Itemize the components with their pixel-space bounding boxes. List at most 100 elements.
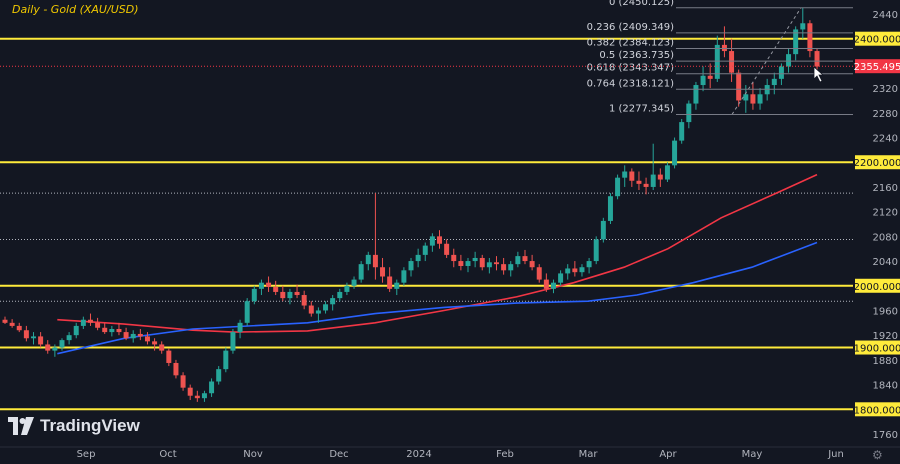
fibonacci-level-label: 1 (2277.345) bbox=[609, 103, 674, 114]
candle-body bbox=[38, 336, 44, 345]
fibonacci-level-label: 0.236 (2409.349) bbox=[587, 22, 674, 33]
candle-body bbox=[351, 279, 357, 286]
candle-body bbox=[451, 254, 457, 262]
candle-body bbox=[66, 335, 72, 341]
candle-body bbox=[365, 254, 371, 265]
candle-body bbox=[693, 85, 699, 104]
candle-body bbox=[244, 301, 250, 323]
candle-body bbox=[707, 75, 713, 79]
gear-icon[interactable]: ⚙ bbox=[872, 448, 883, 462]
price-tick-label: 1840 bbox=[873, 381, 898, 392]
fibonacci-level-label: 0.5 (2363.735) bbox=[599, 50, 674, 61]
candle-body bbox=[565, 268, 571, 274]
tradingview-logo[interactable]: TradingView bbox=[8, 416, 140, 436]
moving-average-line bbox=[57, 241, 818, 355]
candle-body bbox=[729, 51, 735, 73]
candle-body bbox=[301, 295, 307, 306]
candle-body bbox=[372, 254, 378, 268]
time-tick-label: Dec bbox=[329, 449, 348, 460]
candle-body bbox=[45, 344, 51, 351]
moving-average-line bbox=[57, 173, 818, 333]
candle-body bbox=[258, 282, 264, 289]
candle-body bbox=[194, 395, 200, 399]
candle-body bbox=[572, 268, 578, 273]
candle-body bbox=[102, 327, 108, 333]
candle-body bbox=[287, 291, 293, 299]
chart-title: Daily - Gold (XAU/USD) bbox=[12, 3, 139, 16]
level-price-tag bbox=[855, 278, 900, 293]
price-tick-label: 1880 bbox=[873, 356, 898, 367]
candle-body bbox=[629, 171, 635, 181]
price-tick-label: 2240 bbox=[873, 134, 898, 145]
candle-body bbox=[515, 256, 521, 265]
candle-body bbox=[52, 347, 58, 351]
tradingview-logo-text: TradingView bbox=[40, 416, 140, 435]
time-tick-label: 2024 bbox=[406, 449, 431, 460]
candle-body bbox=[543, 279, 549, 289]
candle-body bbox=[73, 325, 79, 336]
candle-body bbox=[672, 140, 678, 166]
candle-body bbox=[109, 329, 115, 333]
candle-body bbox=[508, 264, 514, 271]
candle-body bbox=[323, 304, 329, 311]
level-price-tag-label: 1900.000 bbox=[854, 344, 900, 355]
time-tick-label: Sep bbox=[77, 449, 96, 460]
candle-body bbox=[757, 94, 763, 104]
level-price-tag bbox=[855, 402, 900, 417]
time-tick-label: May bbox=[742, 449, 763, 460]
candle-body bbox=[636, 180, 642, 184]
candle-body bbox=[330, 298, 336, 305]
candle-body bbox=[30, 336, 36, 339]
candle-body bbox=[294, 291, 300, 296]
candle-body bbox=[223, 350, 229, 370]
price-tick-label: 1920 bbox=[873, 331, 898, 342]
candle-body bbox=[736, 72, 742, 101]
candle-body bbox=[536, 267, 542, 280]
candle-body bbox=[700, 75, 706, 86]
candle-body bbox=[522, 256, 528, 262]
candle-body bbox=[743, 94, 749, 101]
price-axis bbox=[853, 0, 900, 447]
candle-body bbox=[558, 273, 564, 283]
candle-body bbox=[87, 319, 93, 323]
time-tick-label: Nov bbox=[243, 449, 263, 460]
candle-body bbox=[408, 261, 414, 271]
candle-body bbox=[209, 381, 215, 394]
candle-body bbox=[458, 261, 464, 266]
candle-body bbox=[337, 291, 343, 299]
candle-body bbox=[550, 282, 556, 289]
candle-body bbox=[123, 332, 129, 339]
candle-body bbox=[266, 282, 272, 287]
time-tick-label: Apr bbox=[659, 449, 677, 460]
candle-body bbox=[444, 243, 450, 255]
tradingview-logo-icon bbox=[8, 417, 34, 435]
candle-body bbox=[686, 103, 692, 123]
candle-body bbox=[579, 267, 585, 273]
candle-body bbox=[251, 288, 257, 302]
candle-body bbox=[152, 341, 158, 345]
candle-body bbox=[622, 171, 628, 178]
time-tick-label: Feb bbox=[496, 449, 514, 460]
candle-body bbox=[479, 257, 485, 268]
candle-body bbox=[721, 44, 727, 52]
candle-body bbox=[486, 262, 492, 268]
candle-body bbox=[807, 23, 813, 52]
last-price-label: 2355.495 bbox=[854, 62, 900, 73]
candle-body bbox=[159, 344, 165, 351]
candle-body bbox=[173, 362, 179, 376]
level-price-tag bbox=[855, 155, 900, 170]
level-price-tag-label: 2200.000 bbox=[854, 158, 900, 169]
candle-body bbox=[358, 264, 364, 280]
candle-body bbox=[116, 329, 122, 333]
candle-body bbox=[216, 369, 222, 382]
candle-body bbox=[664, 165, 670, 180]
candle-body bbox=[137, 333, 143, 337]
time-tick-label: Oct bbox=[159, 449, 176, 460]
candle-body bbox=[308, 305, 314, 314]
price-tick-label: 2440 bbox=[873, 10, 898, 21]
candle-body bbox=[429, 236, 435, 246]
candle-body bbox=[394, 282, 400, 289]
last-price-tag bbox=[855, 59, 900, 74]
candle-body bbox=[657, 174, 663, 180]
